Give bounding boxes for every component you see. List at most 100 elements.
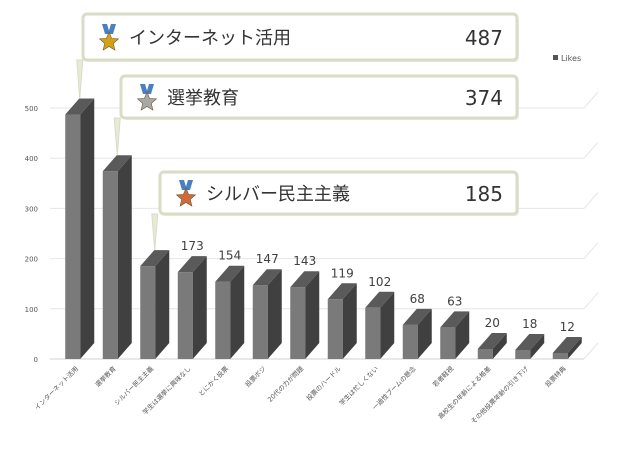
data-label: 102 xyxy=(368,275,391,289)
legend-label: Likes xyxy=(561,54,581,63)
bar-top xyxy=(215,265,245,282)
data-label: 119 xyxy=(331,266,354,280)
bar-top xyxy=(290,271,320,288)
bar-side xyxy=(305,271,320,359)
callout-label: シルバー民主主義 xyxy=(206,184,350,205)
bar-side xyxy=(230,265,245,359)
bar-8 xyxy=(327,283,357,359)
bar-top xyxy=(252,269,282,286)
bar-13 xyxy=(515,333,545,359)
grid-line-depth xyxy=(583,342,599,360)
x-tick-label: シルバー民主主義 xyxy=(112,364,155,407)
medal-ribbon xyxy=(108,24,116,34)
gold-medal-icon xyxy=(98,24,120,51)
bar-1 xyxy=(65,98,95,359)
bar-side xyxy=(155,250,170,359)
x-tick-label: 学生は忙しくない xyxy=(337,364,380,407)
callout-label: インターネット活用 xyxy=(129,28,291,49)
data-label: 154 xyxy=(218,249,241,263)
grid-line-depth xyxy=(583,192,599,209)
callout-box xyxy=(158,170,519,216)
callout-box xyxy=(119,74,519,120)
legend-swatch xyxy=(553,55,558,60)
medal-ribbon xyxy=(102,24,110,34)
bar-front xyxy=(65,114,81,359)
data-label: 143 xyxy=(293,254,316,268)
bar-front xyxy=(402,324,418,359)
callout-value: 185 xyxy=(465,182,503,206)
bar-3 xyxy=(140,250,170,359)
x-tick-label: 20代の力が問題 xyxy=(265,364,305,404)
bar-front xyxy=(102,171,118,359)
bar-side xyxy=(530,333,545,359)
bar-10 xyxy=(402,308,432,359)
x-tick-label: 若者軽視 xyxy=(430,364,455,389)
data-label: 20 xyxy=(485,316,500,330)
callout-value: 487 xyxy=(465,26,503,50)
x-tick-label: 投票のハードル xyxy=(304,364,343,403)
data-label: 173 xyxy=(181,239,204,253)
bar-front xyxy=(440,327,456,359)
bar-top xyxy=(402,308,432,325)
grid-layer xyxy=(50,91,599,360)
grid-line-depth xyxy=(583,242,599,259)
y-tick-label: 500 xyxy=(25,105,38,113)
callout-gold: インターネット活用 487 xyxy=(76,12,519,99)
data-label: 68 xyxy=(410,292,425,306)
y-tick-label: 300 xyxy=(25,205,38,213)
bar-side xyxy=(492,332,507,359)
bar-6 xyxy=(252,269,282,359)
bar-top xyxy=(515,333,545,350)
top-callouts: インターネット活用 487 選挙教育 374 シルバー民主主義 185 xyxy=(76,12,519,251)
x-tick-label: 選挙教育 xyxy=(93,364,118,389)
bar-front xyxy=(365,307,381,359)
bar-top xyxy=(477,332,507,349)
bar-front xyxy=(477,348,493,359)
medal-star xyxy=(98,31,120,51)
x-tick-label: 投票ボジ xyxy=(243,364,268,389)
data-label: 18 xyxy=(522,317,537,331)
bar-5 xyxy=(215,265,245,359)
bar-front xyxy=(290,287,306,359)
grid-line-depth xyxy=(583,141,599,159)
x-tick-label: とにかく投票 xyxy=(196,364,230,398)
bar-side xyxy=(455,311,470,359)
bar-top xyxy=(440,311,470,328)
bar-side xyxy=(117,155,132,359)
silver-medal-icon xyxy=(136,84,158,111)
data-label: 147 xyxy=(256,252,279,266)
bar-2 xyxy=(102,155,132,359)
y-tick-label: 100 xyxy=(25,306,38,314)
medal-star xyxy=(136,91,158,111)
bar-front xyxy=(515,349,531,359)
bar-top xyxy=(327,283,357,300)
callout-silver: 選挙教育 374 xyxy=(113,74,519,156)
y-tick-label: 200 xyxy=(25,256,38,264)
callout-label: 選挙教育 xyxy=(167,88,239,109)
grid-line-depth xyxy=(583,292,599,310)
y-axis-ticks: 0 100 200 300 400 500 xyxy=(25,105,38,364)
bar-7 xyxy=(290,271,320,359)
bar-top xyxy=(140,250,170,267)
bar-4 xyxy=(177,256,207,359)
x-tick-label: 投票特典 xyxy=(543,364,568,389)
callout-pointer xyxy=(76,59,84,99)
bar-side xyxy=(342,283,357,359)
bar-front xyxy=(215,281,231,359)
bar-top xyxy=(552,336,582,353)
bar-12 xyxy=(477,332,507,359)
bar-top xyxy=(177,256,207,273)
bar-front xyxy=(140,266,156,359)
bar-top xyxy=(365,291,395,308)
bar-top xyxy=(65,98,95,115)
bar-14 xyxy=(552,336,582,359)
bar-side xyxy=(192,256,207,359)
callout-pointer xyxy=(151,213,159,251)
medal-ribbon xyxy=(140,84,148,94)
bar-side xyxy=(417,308,432,359)
bar-front xyxy=(327,299,343,359)
bar-side xyxy=(80,98,95,359)
